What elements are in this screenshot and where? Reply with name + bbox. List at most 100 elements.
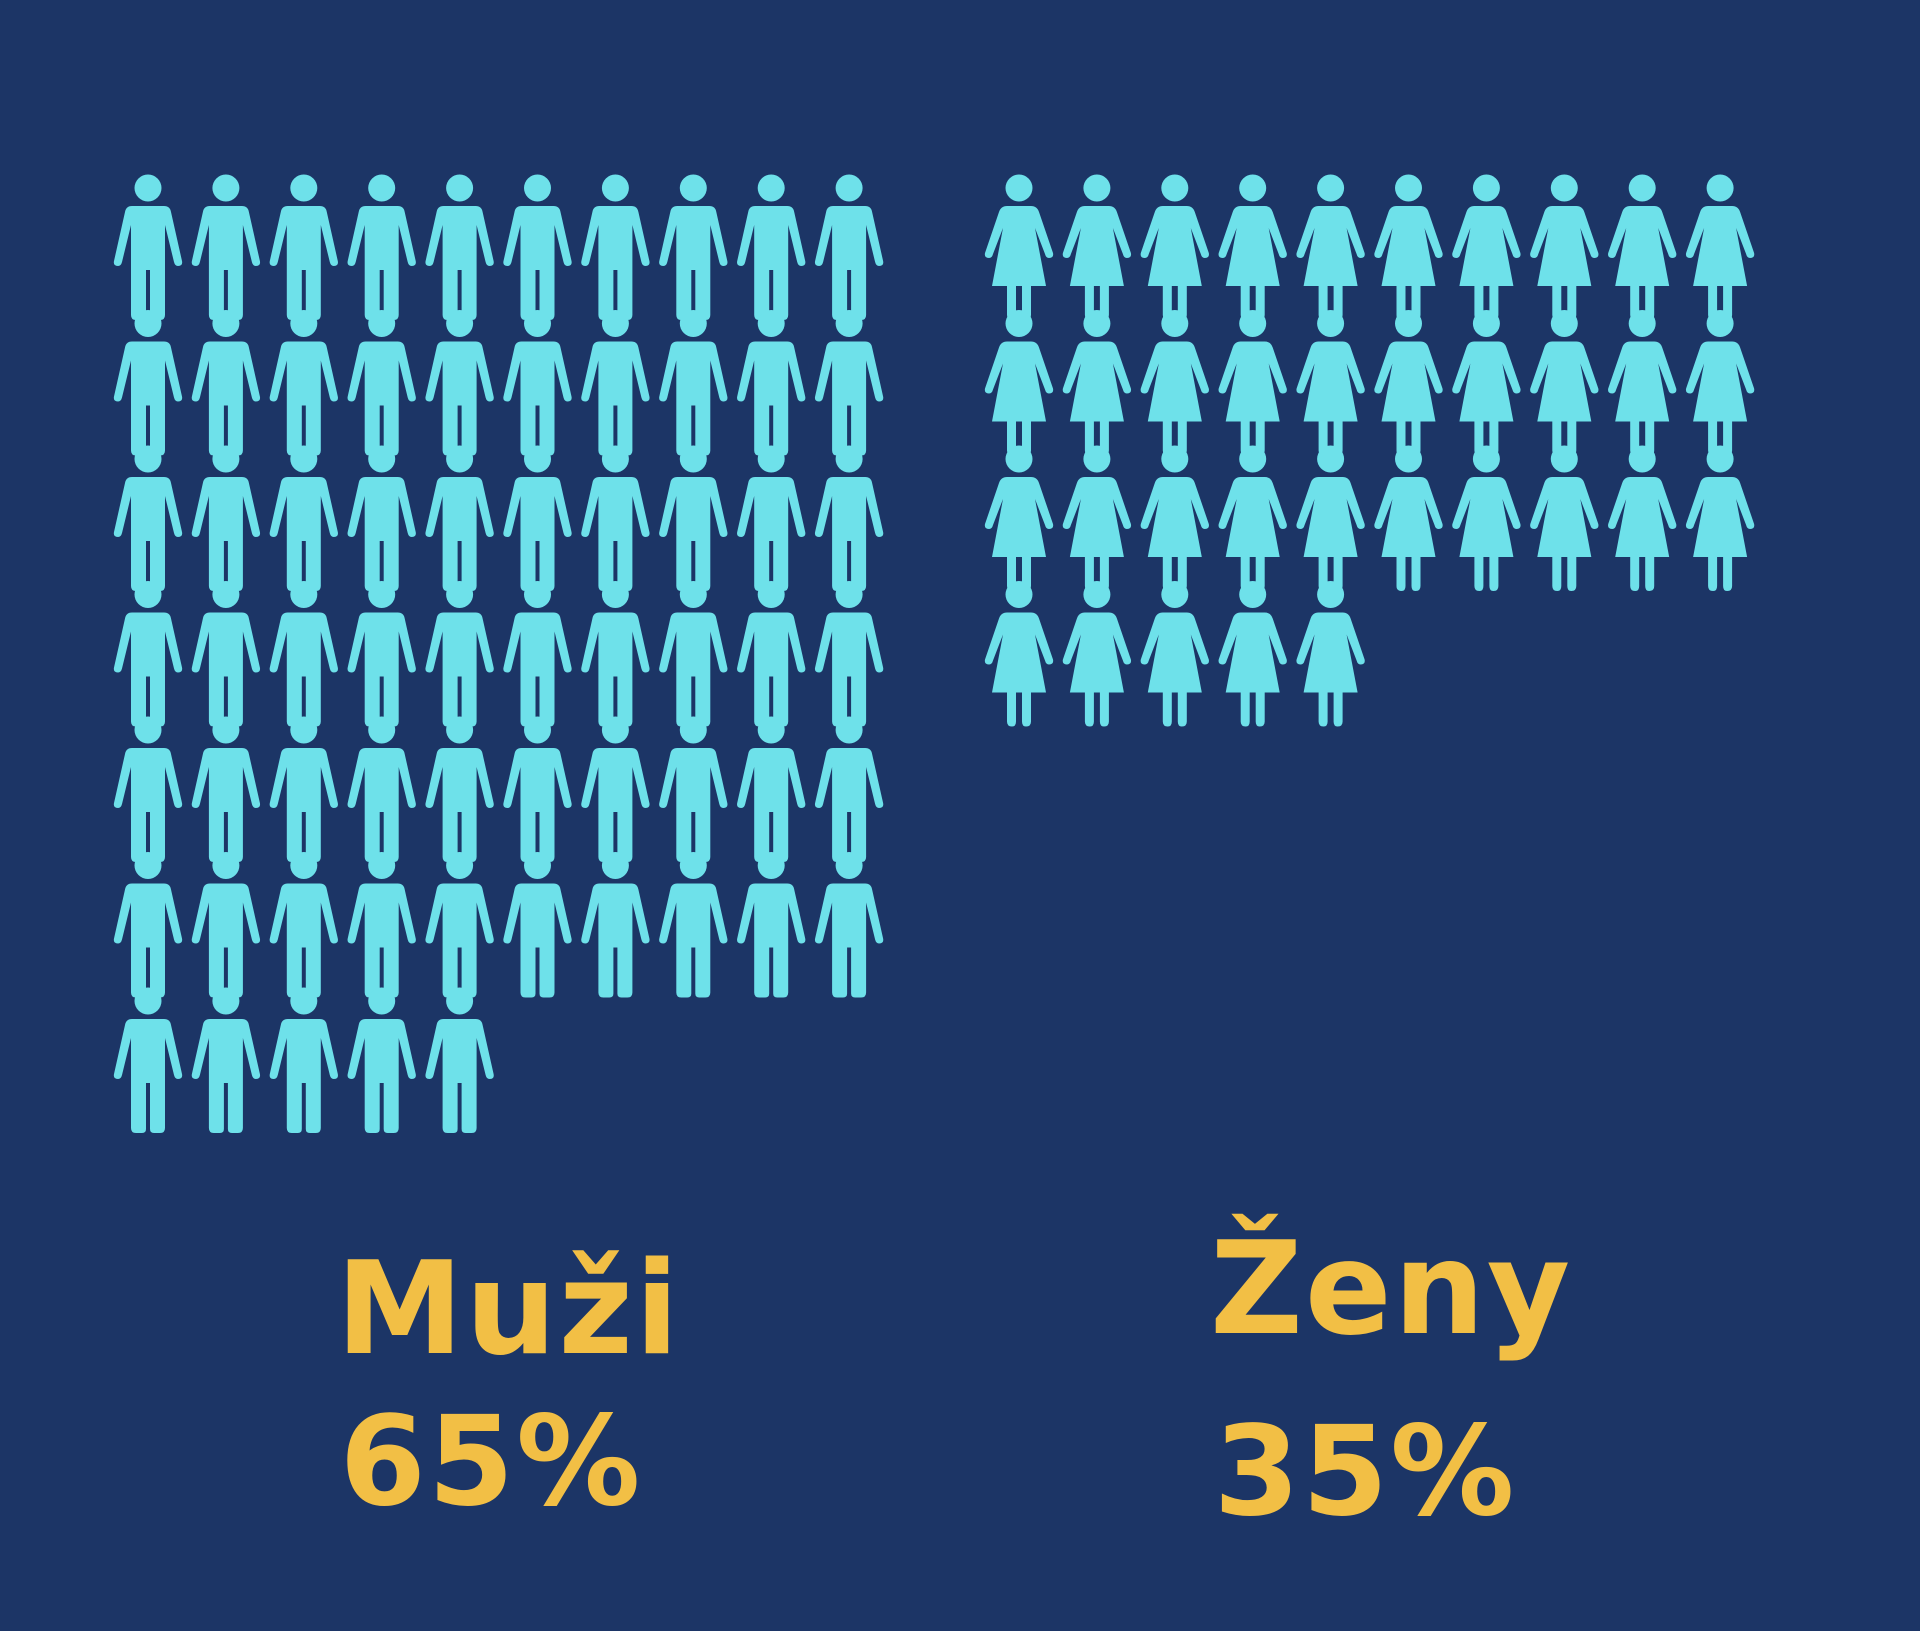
man-icon [814, 174, 884, 320]
woman-icon [1140, 581, 1209, 727]
man-icon [659, 852, 728, 998]
woman-icon [1062, 581, 1132, 727]
man-icon [425, 174, 494, 320]
woman-icon [1296, 174, 1365, 320]
women-percent: 35% [1213, 1400, 1517, 1544]
man-icon [347, 174, 416, 320]
woman-icon [984, 310, 1054, 456]
woman-icon [1218, 445, 1287, 591]
woman-icon [1452, 445, 1521, 591]
woman-icon [1296, 581, 1365, 727]
woman-icon [1296, 445, 1365, 591]
man-icon [347, 445, 416, 591]
man-icon [113, 445, 183, 591]
man-icon [503, 581, 572, 727]
man-icon [191, 445, 261, 591]
man-icon [113, 174, 183, 320]
man-icon [503, 852, 572, 998]
man-icon [269, 581, 338, 727]
man-icon [814, 445, 884, 591]
woman-icon [1530, 310, 1599, 456]
man-icon [814, 581, 884, 727]
man-icon [425, 987, 494, 1133]
man-icon [659, 310, 728, 456]
man-icon [113, 310, 183, 456]
man-icon [737, 445, 806, 591]
woman-icon [1062, 310, 1132, 456]
man-icon [425, 852, 494, 998]
man-icon [814, 310, 884, 456]
woman-icon [1685, 445, 1755, 591]
man-icon [191, 852, 261, 998]
man-icon [269, 445, 338, 591]
man-icon [347, 987, 416, 1133]
man-icon [191, 987, 261, 1133]
women-label: Ženy [1210, 1215, 1573, 1364]
woman-icon [984, 445, 1054, 591]
woman-icon [984, 174, 1054, 320]
woman-icon [1608, 174, 1677, 320]
man-icon [269, 174, 338, 320]
women-pictogram [984, 174, 1755, 727]
man-icon [737, 852, 806, 998]
woman-icon [1608, 310, 1677, 456]
man-icon [191, 174, 261, 320]
man-icon [814, 852, 884, 998]
man-icon [581, 852, 650, 998]
man-icon [269, 716, 338, 862]
woman-icon [1140, 310, 1209, 456]
man-icon [113, 581, 183, 727]
woman-icon [1296, 310, 1365, 456]
man-icon [503, 174, 572, 320]
man-icon [113, 716, 183, 862]
woman-icon [1062, 445, 1132, 591]
man-icon [503, 445, 572, 591]
man-icon [581, 716, 650, 862]
man-icon [113, 987, 183, 1133]
man-icon [191, 716, 261, 862]
men-label: Muži [336, 1235, 681, 1384]
man-icon [425, 716, 494, 862]
man-icon [581, 310, 650, 456]
man-icon [425, 310, 494, 456]
woman-icon [1530, 445, 1599, 591]
woman-icon [1452, 310, 1521, 456]
woman-icon [1374, 174, 1443, 320]
woman-icon [1685, 174, 1755, 320]
man-icon [737, 716, 806, 862]
man-icon [659, 716, 728, 862]
man-icon [347, 716, 416, 862]
men-percent: 65% [339, 1390, 643, 1534]
woman-icon [1530, 174, 1599, 320]
woman-icon [1218, 310, 1287, 456]
man-icon [659, 174, 728, 320]
man-icon [425, 445, 494, 591]
woman-icon [1062, 174, 1132, 320]
woman-icon [1608, 445, 1677, 591]
woman-icon [1218, 174, 1287, 320]
man-icon [269, 987, 338, 1133]
woman-icon [1685, 310, 1755, 456]
man-icon [269, 852, 338, 998]
man-icon [737, 581, 806, 727]
man-icon [737, 310, 806, 456]
man-icon [659, 445, 728, 591]
man-icon [503, 310, 572, 456]
man-icon [581, 174, 650, 320]
man-icon [581, 581, 650, 727]
man-icon [425, 581, 494, 727]
man-icon [581, 445, 650, 591]
woman-icon [1374, 310, 1443, 456]
man-icon [113, 852, 183, 998]
man-icon [503, 716, 572, 862]
man-icon [191, 310, 261, 456]
man-icon [347, 852, 416, 998]
man-icon [191, 581, 261, 727]
man-icon [659, 581, 728, 727]
man-icon [347, 310, 416, 456]
woman-icon [1140, 445, 1209, 591]
woman-icon [1374, 445, 1443, 591]
woman-icon [1140, 174, 1209, 320]
man-icon [347, 581, 416, 727]
